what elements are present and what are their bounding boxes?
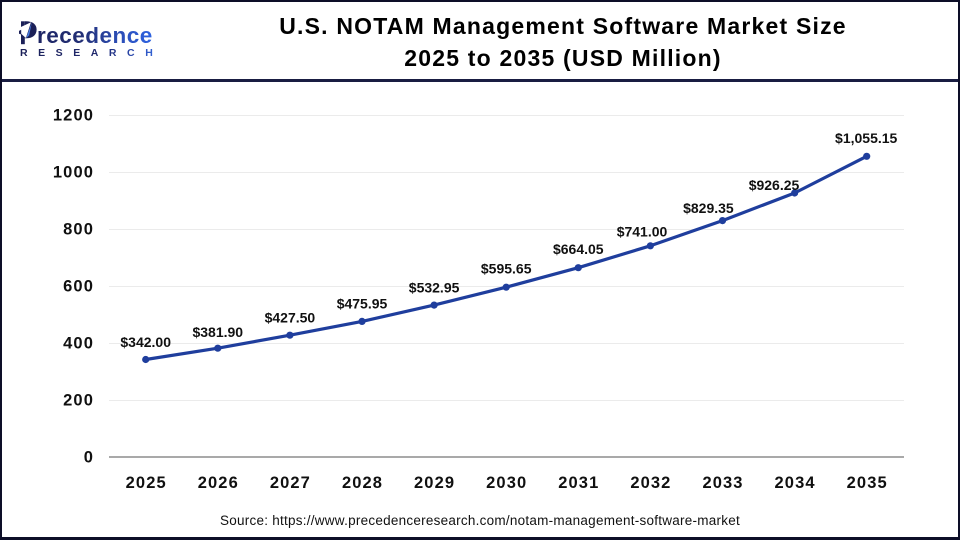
svg-text:$475.95: $475.95: [337, 296, 388, 312]
svg-text:2031: 2031: [558, 474, 599, 492]
svg-text:600: 600: [63, 278, 94, 296]
svg-text:200: 200: [63, 392, 94, 410]
svg-text:$829.35: $829.35: [683, 200, 734, 216]
svg-text:2034: 2034: [775, 474, 816, 492]
svg-text:2025: 2025: [126, 474, 167, 492]
svg-text:2035: 2035: [847, 474, 888, 492]
svg-text:1200: 1200: [53, 107, 94, 125]
svg-text:2033: 2033: [702, 474, 743, 492]
svg-text:2026: 2026: [198, 474, 239, 492]
svg-text:800: 800: [63, 221, 94, 239]
svg-text:2030: 2030: [486, 474, 527, 492]
svg-text:400: 400: [63, 335, 94, 353]
svg-text:0: 0: [84, 449, 94, 467]
svg-text:2032: 2032: [630, 474, 671, 492]
svg-text:2028: 2028: [342, 474, 383, 492]
svg-text:$532.95: $532.95: [409, 279, 460, 295]
svg-text:1000: 1000: [53, 164, 94, 182]
svg-text:$427.50: $427.50: [265, 310, 316, 326]
svg-text:$926.25: $926.25: [749, 177, 800, 193]
svg-text:$1,055.15: $1,055.15: [835, 130, 897, 146]
svg-text:2029: 2029: [414, 474, 455, 492]
svg-text:$342.00: $342.00: [120, 334, 171, 350]
svg-text:$595.65: $595.65: [481, 261, 532, 277]
svg-text:$741.00: $741.00: [617, 224, 668, 240]
svg-text:2027: 2027: [270, 474, 311, 492]
svg-text:$664.05: $664.05: [553, 241, 604, 257]
svg-text:$381.90: $381.90: [192, 324, 243, 340]
